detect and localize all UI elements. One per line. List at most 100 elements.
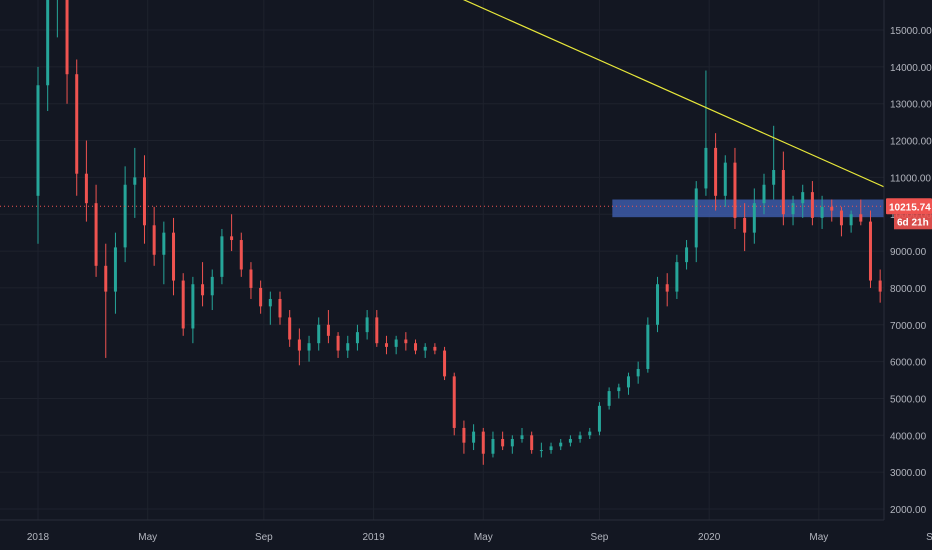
candle-body bbox=[685, 247, 689, 263]
resistance-zone bbox=[612, 199, 932, 218]
candle-body bbox=[578, 435, 582, 439]
candle-body bbox=[675, 262, 679, 292]
candle-body bbox=[307, 343, 311, 351]
candle-body bbox=[704, 147, 708, 189]
candle-body bbox=[849, 214, 853, 226]
candle-body bbox=[123, 184, 127, 248]
candle-body bbox=[220, 236, 224, 277]
candle-body bbox=[694, 188, 698, 248]
candle-body bbox=[336, 335, 340, 351]
time-tick-label: 2020 bbox=[698, 532, 721, 543]
candle-body bbox=[646, 324, 650, 369]
candle-body bbox=[472, 431, 476, 443]
candle-body bbox=[723, 162, 727, 196]
price-tick-label: 13000.00 bbox=[890, 100, 932, 111]
candle-body bbox=[549, 446, 553, 451]
time-tick-label: May bbox=[809, 532, 828, 543]
candle-body bbox=[820, 206, 824, 218]
candle-body bbox=[772, 170, 776, 185]
time-tick-label: 2018 bbox=[27, 532, 50, 543]
candle-body bbox=[75, 74, 79, 174]
time-tick-label: 2019 bbox=[362, 532, 385, 543]
candle-body bbox=[452, 376, 456, 428]
candle-body bbox=[423, 346, 427, 351]
candle-body bbox=[878, 280, 882, 292]
candle-body bbox=[326, 324, 330, 336]
price-tick-label: 2000.00 bbox=[890, 505, 927, 516]
price-tick-label: 9000.00 bbox=[890, 247, 927, 258]
time-tick-label: May bbox=[138, 532, 157, 543]
candle-body bbox=[230, 236, 234, 241]
candle-body bbox=[520, 435, 524, 439]
candle-body bbox=[142, 177, 146, 226]
candle-body bbox=[839, 210, 843, 226]
bar-countdown-tag bbox=[894, 214, 932, 230]
candle-body bbox=[65, 0, 69, 75]
candle-body bbox=[365, 317, 369, 333]
candle-body bbox=[868, 221, 872, 281]
candle-body bbox=[191, 284, 195, 329]
candle-body bbox=[288, 317, 292, 340]
candle-body bbox=[113, 247, 117, 292]
current-price-value: 10215.74 bbox=[889, 202, 931, 213]
candle-body bbox=[346, 343, 350, 351]
candle-body bbox=[791, 203, 795, 215]
candle-body bbox=[491, 438, 495, 454]
candle-body bbox=[355, 332, 359, 344]
time-tick-label: Sep bbox=[926, 532, 932, 543]
candle-body bbox=[297, 339, 301, 351]
candle-body bbox=[84, 173, 88, 204]
candle-body bbox=[94, 203, 98, 266]
candle-body bbox=[481, 431, 485, 454]
time-tick-label: May bbox=[474, 532, 493, 543]
candle-body bbox=[559, 442, 563, 447]
candle-body bbox=[762, 184, 766, 204]
candle-body bbox=[656, 284, 660, 325]
candle-body bbox=[752, 203, 756, 233]
descending-trendline bbox=[462, 0, 932, 209]
candle-body bbox=[414, 343, 418, 351]
price-tick-label: 14000.00 bbox=[890, 63, 932, 74]
candle-body bbox=[133, 177, 137, 185]
candle-body bbox=[375, 317, 379, 344]
price-tick-label: 5000.00 bbox=[890, 394, 927, 405]
candle-body bbox=[433, 346, 437, 351]
price-tick-label: 3000.00 bbox=[890, 468, 927, 479]
candle-body bbox=[617, 387, 621, 392]
candle-body bbox=[530, 435, 534, 451]
candle-body bbox=[743, 217, 747, 233]
candle-body bbox=[665, 284, 669, 292]
time-tick-label: Sep bbox=[255, 532, 273, 543]
candle-body bbox=[510, 438, 514, 447]
candle-body bbox=[239, 240, 243, 270]
candle-body bbox=[501, 438, 505, 447]
price-tick-label: 12000.00 bbox=[890, 137, 932, 148]
price-tick-label: 4000.00 bbox=[890, 431, 927, 442]
candle-body bbox=[781, 170, 785, 215]
candle-body bbox=[317, 324, 321, 344]
candle-body bbox=[859, 214, 863, 222]
price-axis-panel bbox=[884, 0, 932, 550]
candle-body bbox=[384, 343, 388, 347]
candle-body bbox=[278, 298, 282, 318]
candle-body bbox=[597, 405, 601, 432]
candle-body bbox=[210, 276, 214, 296]
price-tick-label: 7000.00 bbox=[890, 321, 927, 332]
price-tick-label: 8000.00 bbox=[890, 284, 927, 295]
candle-body bbox=[588, 431, 592, 436]
candle-body bbox=[733, 162, 737, 218]
candle-body bbox=[104, 265, 108, 292]
current-price-tag bbox=[886, 198, 932, 215]
candle-body bbox=[443, 350, 447, 377]
candle-body bbox=[801, 192, 805, 204]
candle-body bbox=[162, 232, 166, 255]
candle-body bbox=[181, 280, 185, 329]
candle-body bbox=[607, 391, 611, 406]
bar-countdown-value: 6d 21h bbox=[897, 217, 929, 228]
candle-body bbox=[46, 0, 50, 86]
price-tick-label: 11000.00 bbox=[890, 173, 931, 184]
candle-body bbox=[404, 339, 408, 344]
candle-body bbox=[152, 225, 156, 255]
